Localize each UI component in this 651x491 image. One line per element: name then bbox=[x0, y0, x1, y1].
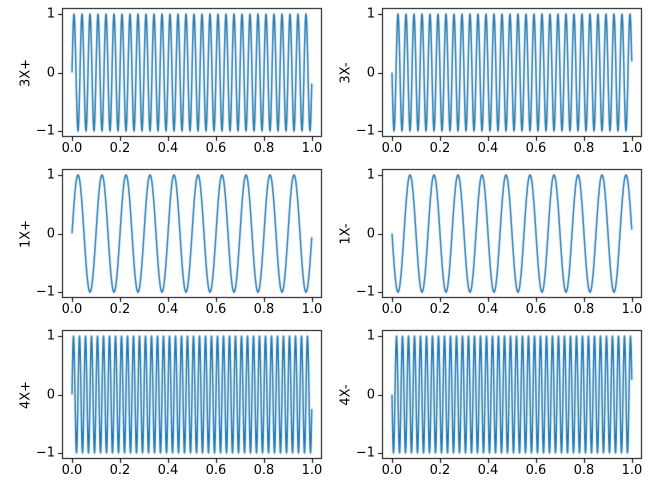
waveform-canvas-1x-minus bbox=[376, 163, 648, 304]
subplot-3x-minus: 3X- 1 0 −1 0.0 0.2 0.4 0.6 0.8 1.0 bbox=[339, 2, 648, 156]
y-tick-label: −1 bbox=[355, 284, 375, 300]
y-tick-label: −1 bbox=[35, 445, 55, 461]
waveform-canvas-4x-minus bbox=[376, 324, 648, 465]
y-tick-label: 0 bbox=[46, 65, 55, 80]
y-tick-label: 0 bbox=[46, 226, 55, 241]
x-tick-label: 0.0 bbox=[381, 302, 403, 317]
subplot-3x-plus: 3X+ 1 0 −1 0.0 0.2 0.4 0.6 0.8 1.0 bbox=[19, 2, 328, 156]
x-tick-label: 0.2 bbox=[109, 141, 131, 156]
x-tick-label: 1.0 bbox=[621, 463, 643, 478]
x-tick-label: 0.8 bbox=[253, 302, 275, 317]
x-tick-label: 1.0 bbox=[301, 463, 323, 478]
x-tick-label: 0.0 bbox=[61, 463, 83, 478]
y-tick-label: −1 bbox=[355, 123, 375, 139]
y-tick-label: 1 bbox=[46, 167, 55, 183]
y-tick-label: 0 bbox=[46, 387, 55, 402]
x-tick-label: 1.0 bbox=[621, 302, 643, 317]
x-tick-label: 0.8 bbox=[573, 141, 595, 156]
x-tick-label: 0.6 bbox=[525, 302, 547, 317]
x-tick-label: 0.4 bbox=[477, 302, 499, 317]
y-tick-label: −1 bbox=[355, 445, 375, 461]
y-tick-label: 1 bbox=[366, 167, 375, 183]
subplot-1x-plus: 1X+ 1 0 −1 0.0 0.2 0.4 0.6 0.8 1.0 bbox=[19, 163, 328, 317]
y-axis-label: 4X+ bbox=[18, 380, 34, 409]
x-tick-label: 0.8 bbox=[253, 463, 275, 478]
x-tick-label: 0.4 bbox=[157, 141, 179, 156]
waveform-canvas-3x-minus bbox=[376, 2, 648, 143]
x-tick-label: 0.0 bbox=[381, 141, 403, 156]
x-tick-label: 0.2 bbox=[429, 302, 451, 317]
y-tick-label: −1 bbox=[35, 284, 55, 300]
x-tick-label: 1.0 bbox=[621, 141, 643, 156]
waveform-canvas-1x-plus bbox=[56, 163, 328, 304]
x-tick-label: 0.2 bbox=[109, 302, 131, 317]
x-tick-label: 0.2 bbox=[109, 463, 131, 478]
y-axis-label: 1X- bbox=[338, 222, 354, 245]
x-tick-label: 0.4 bbox=[157, 463, 179, 478]
x-tick-label: 0.6 bbox=[525, 141, 547, 156]
x-tick-label: 0.4 bbox=[477, 141, 499, 156]
subplot-4x-plus: 4X+ 1 0 −1 0.0 0.2 0.4 0.6 0.8 1.0 bbox=[19, 324, 328, 478]
x-tick-label: 0.0 bbox=[381, 463, 403, 478]
x-tick-label: 0.8 bbox=[253, 141, 275, 156]
y-tick-label: 1 bbox=[46, 6, 55, 22]
y-axis-label: 4X- bbox=[338, 383, 354, 406]
x-tick-label: 0.0 bbox=[61, 141, 83, 156]
x-tick-label: 0.4 bbox=[477, 463, 499, 478]
subplot-1x-minus: 1X- 1 0 −1 0.0 0.2 0.4 0.6 0.8 1.0 bbox=[339, 163, 648, 317]
waveform-canvas-3x-plus bbox=[56, 2, 328, 143]
x-tick-label: 1.0 bbox=[301, 141, 323, 156]
y-tick-label: 0 bbox=[366, 65, 375, 80]
x-tick-label: 0.8 bbox=[573, 463, 595, 478]
y-tick-label: 0 bbox=[366, 387, 375, 402]
y-axis-label: 3X+ bbox=[18, 58, 34, 87]
y-tick-label: 1 bbox=[46, 328, 55, 344]
y-tick-label: −1 bbox=[35, 123, 55, 139]
y-axis-label: 3X- bbox=[338, 61, 354, 84]
x-tick-label: 0.2 bbox=[429, 463, 451, 478]
x-tick-label: 0.6 bbox=[205, 302, 227, 317]
y-axis-label: 1X+ bbox=[18, 219, 34, 248]
y-tick-label: 1 bbox=[366, 328, 375, 344]
x-tick-label: 0.0 bbox=[61, 302, 83, 317]
y-tick-label: 0 bbox=[366, 226, 375, 241]
x-tick-label: 0.6 bbox=[205, 141, 227, 156]
x-tick-label: 1.0 bbox=[301, 302, 323, 317]
x-tick-label: 0.6 bbox=[525, 463, 547, 478]
subplot-4x-minus: 4X- 1 0 −1 0.0 0.2 0.4 0.6 0.8 1.0 bbox=[339, 324, 648, 478]
x-tick-label: 0.6 bbox=[205, 463, 227, 478]
waveform-canvas-4x-plus bbox=[56, 324, 328, 465]
x-tick-label: 0.2 bbox=[429, 141, 451, 156]
x-tick-label: 0.8 bbox=[573, 302, 595, 317]
y-tick-label: 1 bbox=[366, 6, 375, 22]
x-tick-label: 0.4 bbox=[157, 302, 179, 317]
